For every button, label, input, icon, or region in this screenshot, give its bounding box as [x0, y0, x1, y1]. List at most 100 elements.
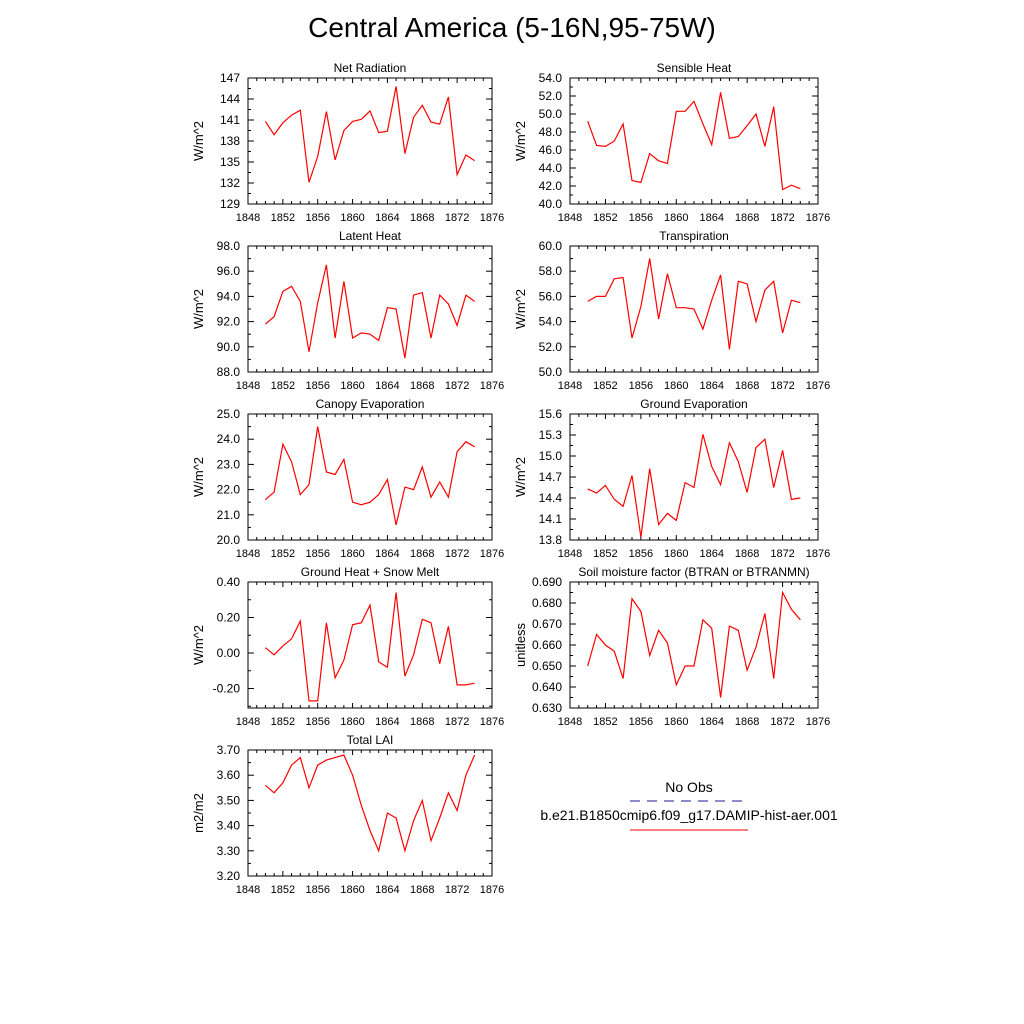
series-line	[265, 426, 475, 526]
x-tick-label: 1856	[305, 548, 329, 560]
y-tick-label: 0.650	[532, 659, 562, 673]
y-tick-label: 22.0	[217, 483, 241, 497]
x-tick-label: 1856	[629, 716, 653, 728]
y-axis-label: W/m^2	[513, 121, 528, 161]
plot-frame	[247, 413, 493, 541]
plot-frame	[569, 581, 819, 709]
y-tick-label: 96.0	[217, 264, 241, 278]
y-tick-label: 0.690	[532, 575, 562, 589]
x-tick-label: 1876	[480, 716, 504, 728]
x-tick-label: 1876	[480, 884, 504, 896]
series-line	[265, 592, 475, 702]
y-tick-label: 21.0	[217, 508, 241, 522]
x-tick-label: 1856	[305, 212, 329, 224]
series-line	[265, 264, 475, 359]
y-tick-label: 54.0	[539, 71, 563, 85]
x-tick-label: 1868	[410, 716, 434, 728]
x-tick-label: 1848	[236, 716, 260, 728]
chart-panel-9: Total LAI m2/m2 1848 1852 1856 1860 1864 1868 18…	[191, 733, 504, 896]
y-tick-label: 15.0	[539, 449, 563, 463]
chart-panel-8: Soil moisture factor (BTRAN or BTRANMN) u…	[513, 565, 830, 728]
y-tick-label: 3.60	[217, 768, 241, 782]
x-tick-label: 1848	[558, 212, 582, 224]
chart-panel-4: Transpiration W/m^2 1848 1852 1856 1860 1864 18…	[513, 229, 830, 392]
x-tick-label: 1868	[735, 380, 759, 392]
y-tick-label: 25.0	[217, 407, 241, 421]
panel-title: Ground Heat + Snow Melt	[301, 565, 440, 579]
panel-title: Net Radiation	[334, 61, 407, 75]
x-tick-label: 1860	[664, 716, 688, 728]
series-line	[587, 258, 801, 350]
chart-panel-3: Latent Heat W/m^2 1848 1852 1856 1860 1864 1868…	[191, 229, 504, 392]
panel-title: Soil moisture factor (BTRAN or BTRANMN)	[578, 565, 809, 579]
y-axis-label: W/m^2	[191, 121, 206, 161]
x-tick-label: 1860	[340, 212, 364, 224]
y-tick-label: 40.0	[539, 197, 563, 211]
panel-title: Latent Heat	[339, 229, 402, 243]
plot-frame	[247, 749, 493, 877]
chart-panel-7: Ground Heat + Snow Melt W/m^2 1848 1852 1856…	[191, 565, 504, 728]
legend-obs-label: No Obs	[665, 779, 712, 795]
y-tick-label: 56.0	[539, 289, 563, 303]
chart-panel-6: Ground Evaporation W/m^2 1848 1852 1856 1860 1…	[513, 397, 830, 560]
x-tick-label: 1872	[770, 380, 794, 392]
y-tick-label: 14.4	[539, 491, 563, 505]
y-tick-label: 52.0	[539, 340, 563, 354]
y-axis-label: W/m^2	[191, 457, 206, 497]
y-tick-label: 20.0	[217, 533, 241, 547]
y-tick-label: 0.680	[532, 596, 562, 610]
x-tick-label: 1852	[271, 716, 295, 728]
x-tick-label: 1864	[375, 884, 399, 896]
y-tick-label: 0.640	[532, 680, 562, 694]
x-tick-label: 1856	[305, 716, 329, 728]
x-tick-label: 1856	[629, 212, 653, 224]
x-tick-label: 1856	[629, 548, 653, 560]
y-tick-label: 48.0	[539, 125, 563, 139]
series-line	[587, 92, 801, 191]
y-tick-label: 13.8	[539, 533, 563, 547]
y-tick-label: 14.7	[539, 470, 563, 484]
y-tick-label: 58.0	[539, 264, 563, 278]
y-tick-label: 44.0	[539, 161, 563, 175]
plot-frame	[569, 413, 819, 541]
y-tick-label: 138	[220, 134, 240, 148]
plot-frame	[569, 77, 819, 205]
x-tick-label: 1864	[375, 548, 399, 560]
x-tick-label: 1848	[236, 884, 260, 896]
x-tick-label: 1868	[410, 380, 434, 392]
y-tick-label: 3.20	[217, 869, 241, 883]
panel-title: Canopy Evaporation	[316, 397, 425, 411]
y-axis-label: unitless	[513, 622, 528, 667]
x-tick-label: 1856	[305, 380, 329, 392]
y-tick-label: 15.3	[539, 428, 563, 442]
x-tick-label: 1852	[271, 884, 295, 896]
y-tick-label: 54.0	[539, 315, 563, 329]
x-tick-label: 1872	[445, 716, 469, 728]
y-tick-label: 0.20	[217, 610, 241, 624]
x-tick-label: 1860	[664, 212, 688, 224]
y-tick-label: 24.0	[217, 432, 241, 446]
x-tick-label: 1872	[770, 548, 794, 560]
x-tick-label: 1868	[735, 212, 759, 224]
series-line	[265, 754, 476, 854]
x-tick-label: 1872	[445, 212, 469, 224]
x-tick-label: 1852	[593, 716, 617, 728]
x-tick-label: 1864	[375, 212, 399, 224]
y-tick-label: 132	[220, 176, 240, 190]
y-tick-label: 50.0	[539, 107, 563, 121]
y-axis-label: W/m^2	[191, 625, 206, 665]
x-tick-label: 1860	[664, 380, 688, 392]
chart-panel-1: Net Radiation W/m^2 1848 1852 1856 1860 1864 18…	[191, 61, 504, 224]
y-tick-label: 3.70	[217, 743, 241, 757]
x-tick-label: 1860	[340, 548, 364, 560]
x-tick-label: 1848	[236, 548, 260, 560]
x-tick-label: 1864	[699, 716, 723, 728]
x-tick-label: 1872	[770, 716, 794, 728]
x-tick-label: 1852	[271, 548, 295, 560]
x-tick-label: 1852	[593, 548, 617, 560]
x-tick-label: 1872	[770, 212, 794, 224]
y-tick-label: 147	[220, 71, 240, 85]
y-tick-label: 46.0	[539, 143, 563, 157]
series-line	[587, 590, 801, 698]
y-tick-label: 50.0	[539, 365, 563, 379]
